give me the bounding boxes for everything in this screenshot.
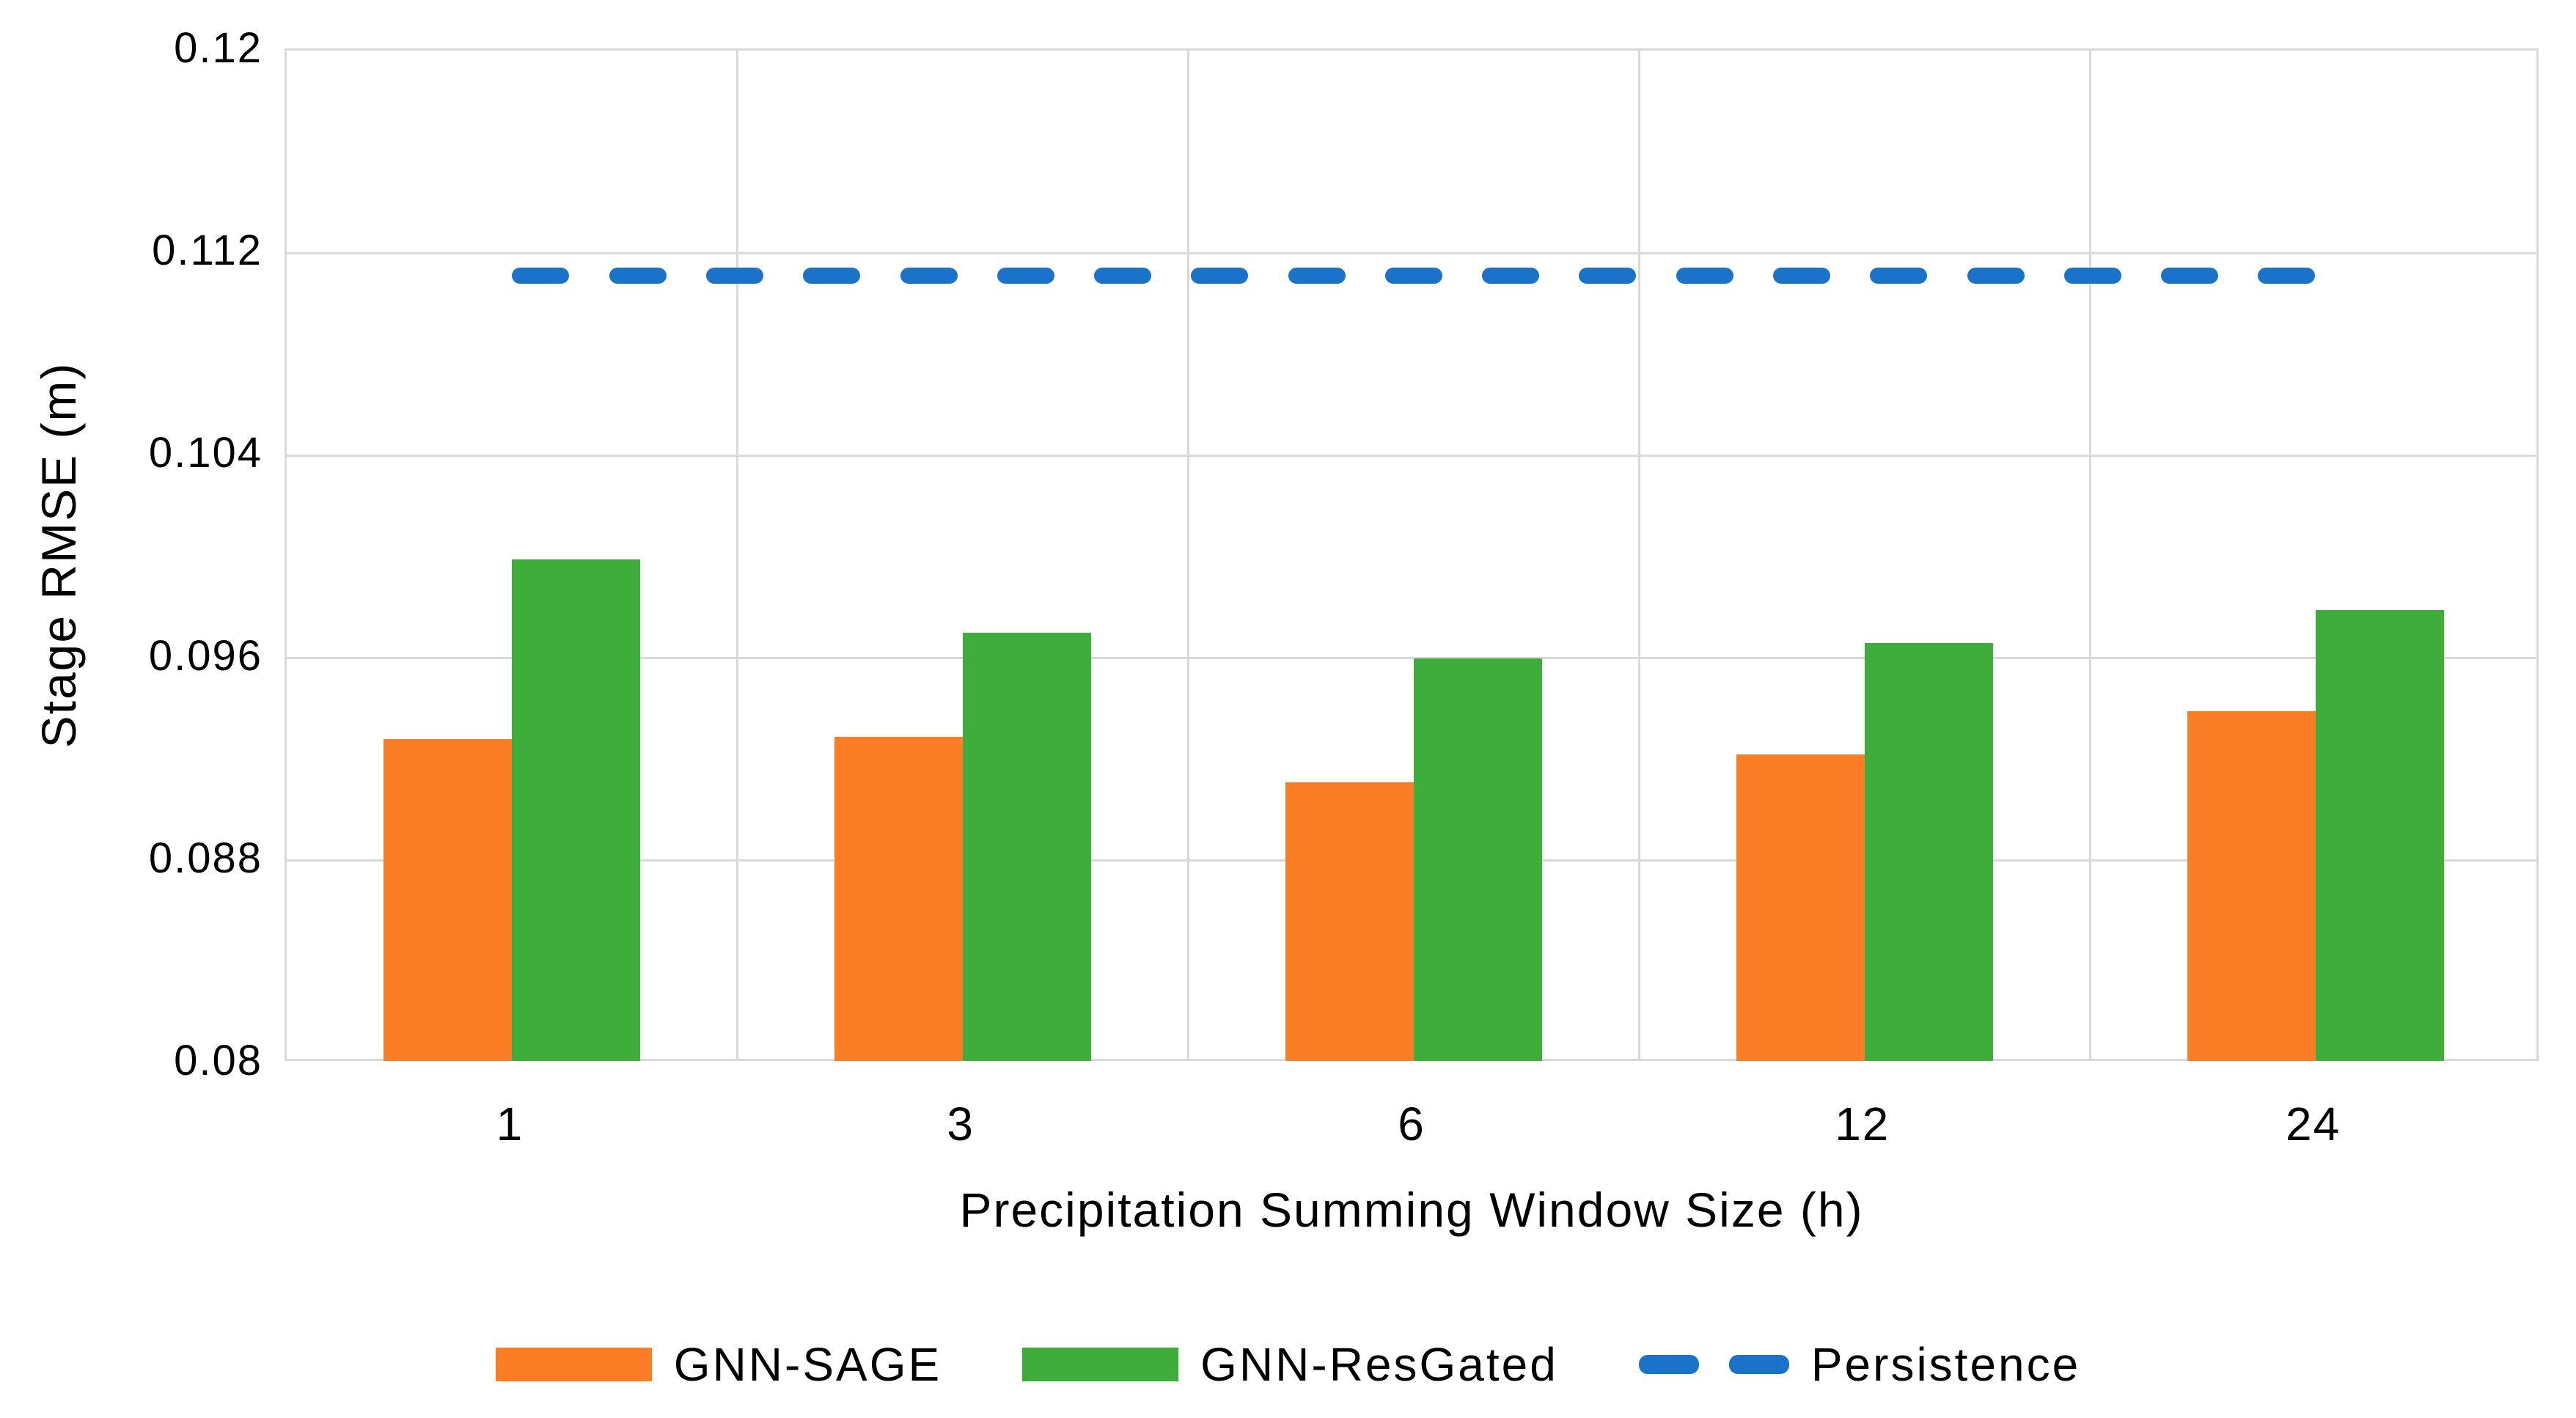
bar-gnn-sage: [2187, 711, 2316, 1061]
h-gridline: [287, 657, 2536, 660]
persistence-dash: [512, 268, 570, 284]
persistence-dash: [997, 268, 1054, 284]
persistence-dash: [900, 268, 958, 284]
x-tick-label: 12: [1835, 1098, 1890, 1150]
plot-area: [285, 48, 2539, 1061]
bar-gnn-sage: [1736, 754, 1865, 1061]
persistence-dash: [705, 268, 763, 284]
legend-swatch: [1022, 1348, 1179, 1381]
persistence-dash: [2258, 268, 2316, 284]
y-tick-label: 0.12: [174, 24, 263, 72]
legend: GNN-SAGE GNN-ResGated Persistence: [0, 1337, 2576, 1392]
persistence-dash: [1094, 268, 1152, 284]
bar-gnn-sage: [1285, 782, 1414, 1061]
x-tick-label: 6: [1398, 1098, 1425, 1150]
legend-dash: [1728, 1355, 1789, 1374]
persistence-dash: [1384, 268, 1442, 284]
persistence-dash: [803, 268, 861, 284]
legend-item-gnn-sage: GNN-SAGE: [495, 1337, 942, 1392]
bar-gnn-resgated: [963, 633, 1092, 1061]
y-tick-label: 0.088: [148, 834, 263, 882]
h-gridline: [287, 454, 2536, 457]
y-tick-label: 0.104: [148, 429, 263, 477]
persistence-dash: [1288, 268, 1346, 284]
x-tick-label: 1: [496, 1098, 524, 1150]
y-tick-label: 0.08: [174, 1037, 263, 1084]
bar-gnn-resgated: [2315, 610, 2444, 1061]
legend-item-persistence: Persistence: [1638, 1337, 2081, 1392]
persistence-dash: [1967, 268, 2025, 284]
persistence-dash: [1773, 268, 1831, 284]
legend-label: GNN-SAGE: [673, 1338, 942, 1391]
y-axis-title: Stage RMSE (m): [32, 361, 86, 748]
v-gridline: [1187, 51, 1190, 1059]
legend-dash-icon: [1638, 1355, 1789, 1374]
bar-gnn-resgated: [512, 559, 641, 1061]
legend-label: Persistence: [1810, 1338, 2081, 1391]
persistence-dash: [1191, 268, 1249, 284]
persistence-dash: [2063, 268, 2121, 284]
persistence-dash: [1676, 268, 1733, 284]
x-tick-label: 3: [947, 1098, 975, 1150]
y-tick-label: 0.112: [152, 227, 263, 275]
persistence-dashed-line: [512, 268, 2316, 284]
bar-gnn-sage: [834, 736, 964, 1061]
y-tick-label: 0.096: [148, 631, 263, 680]
persistence-dash: [1579, 268, 1637, 284]
x-tick-label: 24: [2286, 1098, 2341, 1150]
persistence-dash: [2161, 268, 2219, 284]
v-gridline: [1637, 51, 1640, 1059]
bar-gnn-sage: [384, 739, 513, 1061]
bar-gnn-resgated: [1414, 658, 1542, 1061]
legend-item-gnn-resgated: GNN-ResGated: [1022, 1337, 1558, 1392]
bar-gnn-resgated: [1864, 642, 1993, 1061]
legend-label: GNN-ResGated: [1200, 1338, 1558, 1391]
v-gridline: [2088, 51, 2091, 1059]
h-gridline: [287, 251, 2536, 254]
persistence-dash: [1870, 268, 1928, 284]
legend-dash: [1638, 1355, 1699, 1374]
v-gridline: [736, 51, 739, 1059]
legend-swatch: [495, 1348, 652, 1381]
x-axis-title: Precipitation Summing Window Size (h): [959, 1183, 1864, 1237]
persistence-dash: [1482, 268, 1540, 284]
persistence-dash: [609, 268, 667, 284]
